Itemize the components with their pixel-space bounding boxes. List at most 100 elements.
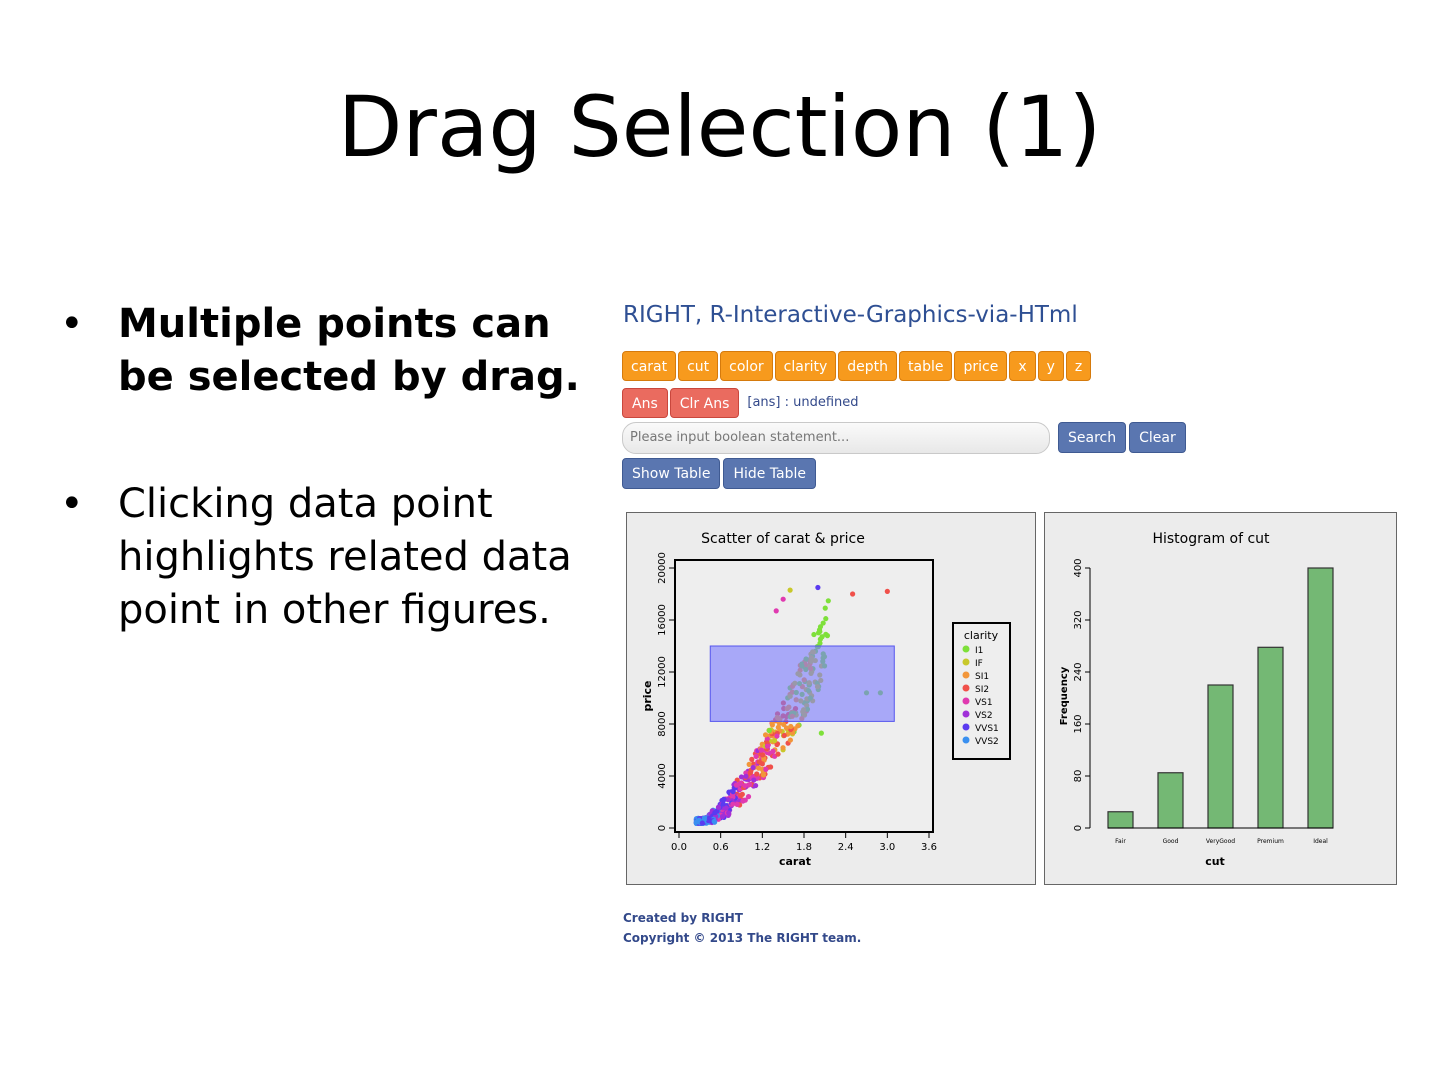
scatter-point[interactable] xyxy=(781,721,787,728)
scatter-point[interactable] xyxy=(780,596,786,602)
variable-button-clarity[interactable]: clarity xyxy=(774,351,837,381)
variable-button-depth[interactable]: depth xyxy=(838,351,897,381)
scatter-point[interactable] xyxy=(726,810,732,816)
scatter-point[interactable] xyxy=(721,796,727,802)
scatter-point[interactable] xyxy=(753,782,759,789)
scatter-point[interactable] xyxy=(762,732,769,738)
scatter-point[interactable] xyxy=(746,761,752,767)
drag-selection-box[interactable] xyxy=(709,645,895,722)
histogram-bar[interactable] xyxy=(1307,567,1334,829)
scatter-point[interactable] xyxy=(747,781,753,788)
scatter-point[interactable] xyxy=(823,631,829,637)
scatter-point[interactable] xyxy=(723,805,729,811)
scatter-point[interactable] xyxy=(771,738,778,744)
scatter-point[interactable] xyxy=(754,771,760,777)
scatter-point[interactable] xyxy=(705,817,712,824)
scatter-point[interactable] xyxy=(745,794,752,800)
scatter-point[interactable] xyxy=(774,733,780,739)
scatter-point[interactable] xyxy=(712,809,718,816)
legend-label: VS2 xyxy=(975,711,993,721)
histogram-panel[interactable]: Histogram of cut 0 80 160 240 320 400 Fair Goo… xyxy=(1044,512,1397,885)
scatter-point[interactable] xyxy=(884,588,890,594)
scatter-point[interactable] xyxy=(764,736,770,742)
scatter-point[interactable] xyxy=(734,801,740,807)
scatter-point[interactable] xyxy=(783,725,790,731)
scatter-point[interactable] xyxy=(715,804,722,810)
scatter-point[interactable] xyxy=(780,745,786,751)
scatter-point[interactable] xyxy=(749,756,755,762)
scatter-point[interactable] xyxy=(811,631,817,638)
scatter-point[interactable] xyxy=(699,820,705,826)
scatter-point[interactable] xyxy=(823,616,829,622)
x-tick-label: 3.0 xyxy=(879,842,895,853)
histogram-bar[interactable] xyxy=(1157,772,1184,829)
scatter-point[interactable] xyxy=(743,773,749,779)
scatter-point[interactable] xyxy=(825,598,831,604)
scatter-point[interactable] xyxy=(742,783,748,789)
ans-button[interactable]: Ans xyxy=(622,388,668,418)
scatter-point[interactable] xyxy=(751,777,757,783)
variable-button-color[interactable]: color xyxy=(720,351,773,381)
histogram-bar[interactable] xyxy=(1257,646,1284,829)
scatter-point[interactable] xyxy=(773,608,779,614)
scatter-point[interactable] xyxy=(820,620,826,626)
scatter-point[interactable] xyxy=(775,724,781,730)
scatter-point[interactable] xyxy=(818,730,824,736)
clear-ans-button[interactable]: Clr Ans xyxy=(669,388,740,418)
scatter-point[interactable] xyxy=(787,737,794,743)
variable-button-cut[interactable]: cut xyxy=(678,351,719,381)
scatter-point[interactable] xyxy=(819,634,825,640)
variable-button-y[interactable]: y xyxy=(1037,351,1064,381)
scatter-point[interactable] xyxy=(770,748,776,754)
bullet-text-2: Clicking data point highlights related d… xyxy=(118,481,572,633)
scatter-point[interactable] xyxy=(788,723,794,730)
scatter-point[interactable] xyxy=(720,801,726,807)
scatter-point[interactable] xyxy=(781,732,787,739)
scatter-point[interactable] xyxy=(756,765,762,771)
scatter-point[interactable] xyxy=(787,587,793,593)
legend-swatch xyxy=(962,645,970,653)
scatter-point[interactable] xyxy=(719,813,726,820)
scatter-point[interactable] xyxy=(711,818,717,824)
scatter-panel[interactable]: Scatter of carat & price 0.0 0.6 1.2 1.8 2.4… xyxy=(626,512,1036,885)
scatter-point[interactable] xyxy=(759,761,765,767)
scatter-point[interactable] xyxy=(725,797,731,803)
histogram-chart[interactable]: Histogram of cut 0 80 160 240 320 400 Fair Goo… xyxy=(1045,513,1396,884)
clear-button[interactable]: Clear xyxy=(1129,422,1186,453)
scatter-point[interactable] xyxy=(753,753,759,760)
scatter-point[interactable] xyxy=(815,584,821,591)
search-button[interactable]: Search xyxy=(1058,422,1127,453)
scatter-point[interactable] xyxy=(850,591,856,597)
variable-button-x[interactable]: x xyxy=(1009,351,1036,381)
scatter-point[interactable] xyxy=(822,605,828,611)
variable-button-table[interactable]: table xyxy=(899,351,953,381)
scatter-point[interactable] xyxy=(758,747,764,753)
scatter-point[interactable] xyxy=(739,791,745,797)
hide-table-button[interactable]: Hide Table xyxy=(723,458,817,489)
scatter-point[interactable] xyxy=(733,782,740,788)
scatter-point[interactable] xyxy=(766,727,772,734)
variable-button-carat[interactable]: carat xyxy=(622,351,677,381)
scatter-point[interactable] xyxy=(763,766,769,772)
histogram-bar[interactable] xyxy=(1107,811,1134,829)
search-input[interactable]: Please input boolean statement... xyxy=(622,422,1050,454)
scatter-point[interactable] xyxy=(817,640,823,646)
scatter-point[interactable] xyxy=(764,743,770,749)
scatter-point[interactable] xyxy=(817,624,824,630)
scatter-point[interactable] xyxy=(792,726,798,732)
scatter-point[interactable] xyxy=(730,789,736,795)
scatter-point[interactable] xyxy=(775,751,781,757)
show-table-button[interactable]: Show Table xyxy=(622,458,721,489)
variable-button-z[interactable]: z xyxy=(1065,351,1092,381)
scatter-point[interactable] xyxy=(737,780,744,787)
histogram-bar[interactable] xyxy=(1207,684,1234,829)
scatter-point[interactable] xyxy=(730,801,736,807)
scatter-point[interactable] xyxy=(760,752,766,758)
scatter-point[interactable] xyxy=(738,774,745,780)
scatter-point[interactable] xyxy=(817,628,823,635)
scatter-point[interactable] xyxy=(740,798,746,804)
scatter-chart[interactable]: Scatter of carat & price 0.0 0.6 1.2 1.8 2.4… xyxy=(627,513,1035,884)
histogram-bars[interactable] xyxy=(1107,567,1334,829)
variable-button-price[interactable]: price xyxy=(954,351,1008,381)
scatter-point[interactable] xyxy=(750,764,756,771)
